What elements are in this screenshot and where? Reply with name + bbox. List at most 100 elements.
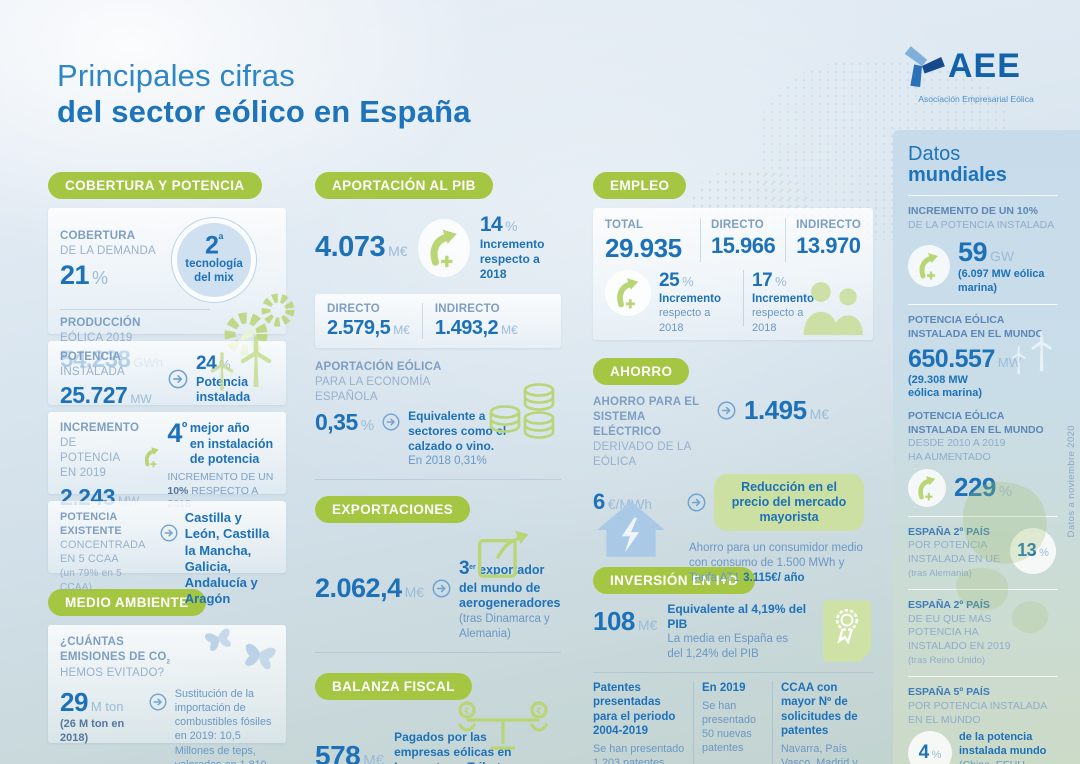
column-pib: APORTACIÓN AL PIB 4.073 M€ 14% Incremento… xyxy=(315,172,561,764)
produccion-label: EÓLICA 2019 xyxy=(60,331,133,344)
empleo-pct1-note2: respecto a xyxy=(659,307,711,320)
arrow-right-icon xyxy=(382,413,400,431)
world-title-line1: Datos xyxy=(908,143,961,165)
inversion-block: 108 M€ Equivalente al 4,19% del PIB La me… xyxy=(593,600,873,764)
column-empleo: EMPLEO TOTAL 29.935 DIRECTO 15.966 xyxy=(593,172,873,764)
empleo-directo-value: 15.966 xyxy=(710,232,776,258)
section-header-medio-ambiente: MEDIO AMBIENTE xyxy=(48,589,206,616)
arrow-right-icon xyxy=(160,524,178,542)
empleo-directo-label: DIRECTO xyxy=(710,219,764,231)
pib-pct: 14 xyxy=(479,213,503,236)
world4-label1: ESPAÑA 2º PAÍS xyxy=(908,525,990,538)
world3-label2: INSTALADA EN EL MUNDO xyxy=(908,423,1044,436)
cobertura-label: DE LA DEMANDA xyxy=(60,244,156,257)
card-pib-directo-indirecto: DIRECTO 2.579,5 M€ INDIRECTO 1.493,2 M€ xyxy=(315,294,561,348)
pib-value: 4.073 xyxy=(315,231,386,263)
world5-label3: POTENCIA HA xyxy=(908,626,979,639)
emisiones-value: 29 xyxy=(60,687,88,718)
balanza-block: € € 578 M€ Pagados por las empresas eólic… xyxy=(315,701,561,764)
world5-label4: INSTALADO EN 2019 xyxy=(908,640,1011,653)
ahorro-block: AHORRO PARA EL SISTEMA ELÉCTRICO DERIVAD… xyxy=(593,395,873,584)
world4-unit: % xyxy=(1039,547,1049,560)
world3-label4: HA AUMENTADO xyxy=(908,450,991,463)
world1-label2: DE LA POTENCIA INSTALADA xyxy=(908,218,1055,231)
cobertura-unit: % xyxy=(92,268,109,289)
house-energy-icon xyxy=(597,501,665,557)
section-header-inversion-id: INVERSIÓN EN I+D xyxy=(593,567,756,594)
empleo-total-label: TOTAL xyxy=(605,219,644,231)
empleo-pct2-note2: respecto a xyxy=(752,307,804,320)
data-date-footnote: Datos a noviembre 2020 xyxy=(1066,425,1077,538)
world1-label1: INCREMENTO DE UN 10% xyxy=(908,205,1038,217)
empleo-pct1-note1: Incremento xyxy=(659,292,721,305)
empleo-pct1-note3: 2018 xyxy=(659,321,684,334)
inversion-note2: del 1,24% del PIB xyxy=(667,647,759,660)
economia-note-bold: Equivalente a sectores como el calzado o… xyxy=(408,408,507,453)
potencia-value: 25.727 xyxy=(60,381,128,408)
rank-text2: en instalación xyxy=(189,436,274,451)
ahorro-label4: EÓLICA xyxy=(593,455,637,468)
world-item-ue: ESPAÑA 2º PAÍS POR POTENCIA INSTALADA EN… xyxy=(908,526,1058,581)
world-item-incremento: INCREMENTO DE UN 10% DE LA POTENCIA INSTA… xyxy=(908,205,1058,295)
existente-label5: (un 79% en 5 CCAA) xyxy=(60,568,122,594)
patentes-table: Patentes presentadas para el periodo 200… xyxy=(593,680,873,764)
ahorro-note: Ahorro para un consumidor medio con cons… xyxy=(689,541,863,584)
economia-unit: % xyxy=(360,416,375,434)
world4-label2: POR POTENCIA xyxy=(908,539,988,552)
badge-segunda-tecnologia: 2ª tecnología del mix xyxy=(172,218,256,302)
empleo-pct2-note3: 2018 xyxy=(752,321,777,334)
existente-label1: POTENCIA xyxy=(60,511,118,523)
page-title-line1: Principales cifras xyxy=(57,58,295,93)
world3-value: 229 xyxy=(954,472,996,503)
rank-number: 4 xyxy=(167,418,182,448)
svg-text:€: € xyxy=(536,706,541,716)
incremento-foot1: INCREMENTO DE UN xyxy=(167,470,274,483)
exportaciones-rank-sup: er xyxy=(469,563,476,571)
emisiones-q2: EMISIONES DE CO xyxy=(60,650,167,663)
balanza-note-bold: Pagados por las empresas eólicas en Impu… xyxy=(394,729,515,764)
pib-indirecto-label: INDIRECTO xyxy=(434,303,500,316)
patentes-body-3: Navarra, País Vasco, Madrid y Cataluña xyxy=(781,743,858,764)
emisiones-prev-year: (26 M ton en 2018) xyxy=(60,718,125,745)
world-item-aumento: POTENCIA EÓLICA INSTALADA EN EL MUNDO DES… xyxy=(908,410,1058,507)
section-header-balanza-fiscal: BALANZA FISCAL xyxy=(315,672,472,700)
coins-icon xyxy=(489,383,555,439)
arrow-right-icon xyxy=(717,401,736,420)
ahorro-label1: AHORRO PARA EL xyxy=(593,396,700,408)
world6-label2: POR POTENCIA INSTALADA xyxy=(908,700,1048,712)
badge-line2: del mix xyxy=(194,272,234,285)
world3-label3: DESDE 2010 A 2019 xyxy=(908,437,1006,450)
page-title-line2: del sector eólico en España xyxy=(57,94,471,129)
emisiones-note: Sustitución de la importación de combust… xyxy=(174,688,272,764)
pib-indirecto-unit: M€ xyxy=(501,322,518,337)
world-title-line2: mundiales xyxy=(908,164,1007,186)
inversion-value: 108 xyxy=(593,606,635,636)
existente-label4: EN 5 CCAA xyxy=(60,553,119,566)
ahorro-value2: 6 xyxy=(593,489,605,515)
produccion-label-bold: PRODUCCIÓN xyxy=(60,317,141,329)
incremento-label-bold: INCREMENTO xyxy=(60,422,140,434)
pib-pct-unit: % xyxy=(505,218,518,234)
pib-note1: Incremento xyxy=(479,237,545,251)
rank-text3: de potencia xyxy=(189,452,260,467)
economia-block: APORTACIÓN EÓLICA PARA LA ECONOMÍA ESPAÑ… xyxy=(315,360,561,480)
card-cobertura-demanda: COBERTURA DE LA DEMANDA 21% 2ª tecnologí… xyxy=(48,208,295,373)
column-cobertura: COBERTURA Y POTENCIA COBERTURA DE LA DEM… xyxy=(48,172,295,764)
badge-number: 2 xyxy=(205,231,219,260)
card-potencia-existente: POTENCIA EXISTENTE CONCENTRADA EN 5 CCAA… xyxy=(48,501,286,606)
badge-line1: tecnología xyxy=(185,258,243,271)
exportaciones-block: 2.062,4 M€ 3er exportador del mundo de ae… xyxy=(315,530,561,661)
potencia-note2: instalada xyxy=(196,390,251,405)
world5-label2: DE EU QUE MÁS xyxy=(908,612,992,625)
butterflies-icon xyxy=(204,628,276,670)
inversion-note-bold: Equivalente al 4,19% del PIB xyxy=(667,602,807,631)
patentes-head-2: En 2019 xyxy=(702,681,746,694)
world2-sub2: eólica marina) xyxy=(908,387,982,400)
exportaciones-unit: M€ xyxy=(404,583,425,600)
exportaciones-rank: 3 xyxy=(459,557,470,579)
potencia-label: INSTALADA xyxy=(60,365,125,378)
economia-label3: ESPAÑOLA xyxy=(315,390,378,403)
patentes-body-1: Se han presentado 1.203 patentes relacio… xyxy=(593,743,685,764)
arrow-right-icon xyxy=(432,579,451,598)
